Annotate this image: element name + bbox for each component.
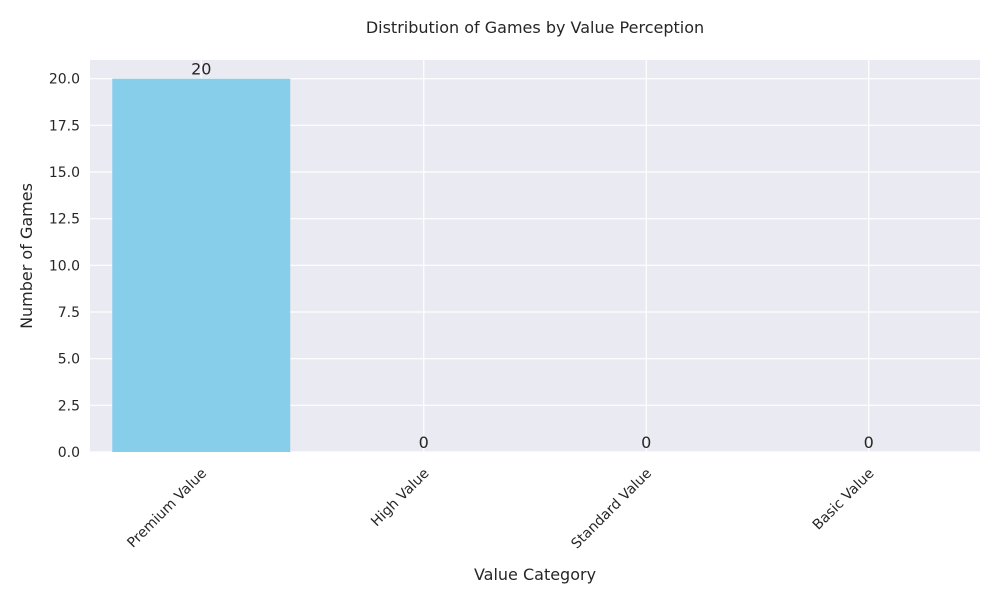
y-tick-label: 5.0 (58, 352, 80, 368)
x-tick-label: High Value (368, 466, 432, 530)
bar-value-label: 0 (864, 433, 874, 452)
x-tick-label: Standard Value (568, 466, 655, 553)
x-axis-ticks: Premium Value High Value Standard Value Bas… (124, 466, 877, 553)
bar-value-label: 0 (641, 433, 651, 452)
y-tick-label: 10.0 (49, 258, 80, 274)
y-tick-label: 0.0 (58, 445, 80, 461)
x-tick-label: Basic Value (810, 466, 878, 534)
y-axis-label: Number of Games (17, 183, 36, 329)
y-tick-label: 12.5 (49, 212, 80, 228)
y-tick-label: 2.5 (58, 398, 80, 414)
y-tick-label: 17.5 (49, 118, 80, 134)
chart-title: Distribution of Games by Value Perceptio… (366, 18, 704, 37)
bar (112, 78, 291, 453)
y-tick-label: 20.0 (49, 72, 80, 88)
y-tick-label: 7.5 (58, 305, 80, 321)
x-axis-label: Value Category (474, 565, 596, 584)
x-tick-label: Premium Value (124, 466, 210, 552)
bar-value-label: 20 (191, 60, 211, 79)
y-axis-ticks: 0.0 2.5 5.0 7.5 10.0 12.5 15.0 17.5 20.0 (49, 72, 80, 461)
bar-value-label: 0 (419, 433, 429, 452)
bars (112, 78, 291, 453)
y-tick-label: 15.0 (49, 165, 80, 181)
data-labels: 20 0 0 0 (191, 60, 874, 452)
